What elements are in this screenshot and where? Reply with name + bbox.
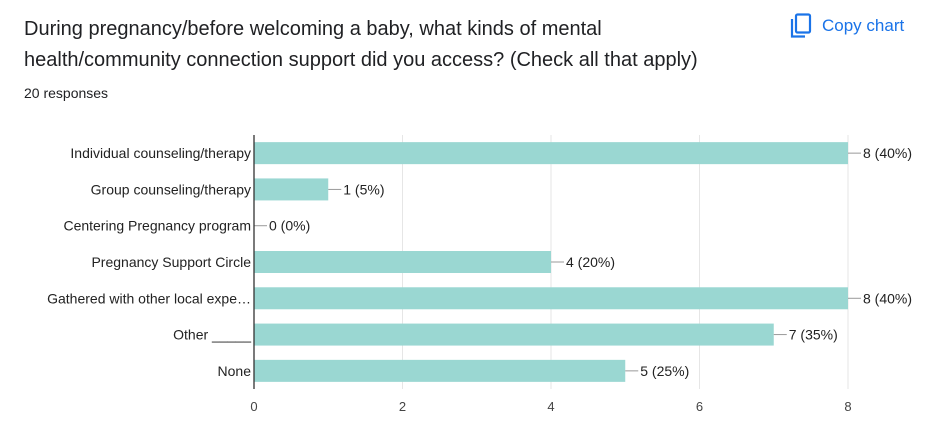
x-tick-label: 0 (250, 399, 257, 414)
bar (254, 359, 626, 382)
x-tick-label: 4 (547, 399, 554, 414)
x-tick-label: 8 (844, 399, 851, 414)
value-label: 7 (35%) (789, 327, 838, 343)
value-label: 5 (25%) (640, 363, 689, 379)
value-label: 4 (20%) (566, 254, 615, 270)
value-label: 1 (5%) (343, 181, 384, 197)
x-tick-label: 2 (399, 399, 406, 414)
category-label: None (218, 363, 252, 379)
category-label: Group counseling/therapy (91, 181, 251, 197)
value-label: 8 (40%) (863, 290, 912, 306)
copy-chart-button[interactable]: Copy chart (784, 8, 910, 44)
copy-chart-label: Copy chart (822, 16, 905, 35)
category-label: Individual counseling/therapy (70, 145, 251, 161)
category-label: Pregnancy Support Circle (91, 254, 251, 270)
bar (254, 178, 329, 201)
response-count: 20 responses (24, 85, 109, 101)
category-label: Centering Pregnancy program (63, 218, 251, 234)
bar (254, 251, 551, 273)
copy-icon (790, 13, 812, 39)
bar (254, 323, 774, 346)
category-label: Gathered with other local expe… (47, 290, 251, 306)
category-label: Other _____ (173, 327, 251, 343)
bar (254, 287, 848, 310)
value-label: 0 (0%) (269, 218, 310, 234)
value-label: 8 (40%) (863, 145, 912, 161)
bar (254, 142, 848, 165)
x-tick-label: 6 (696, 399, 703, 414)
question-title: During pregnancy/before welcoming a baby… (24, 18, 698, 71)
